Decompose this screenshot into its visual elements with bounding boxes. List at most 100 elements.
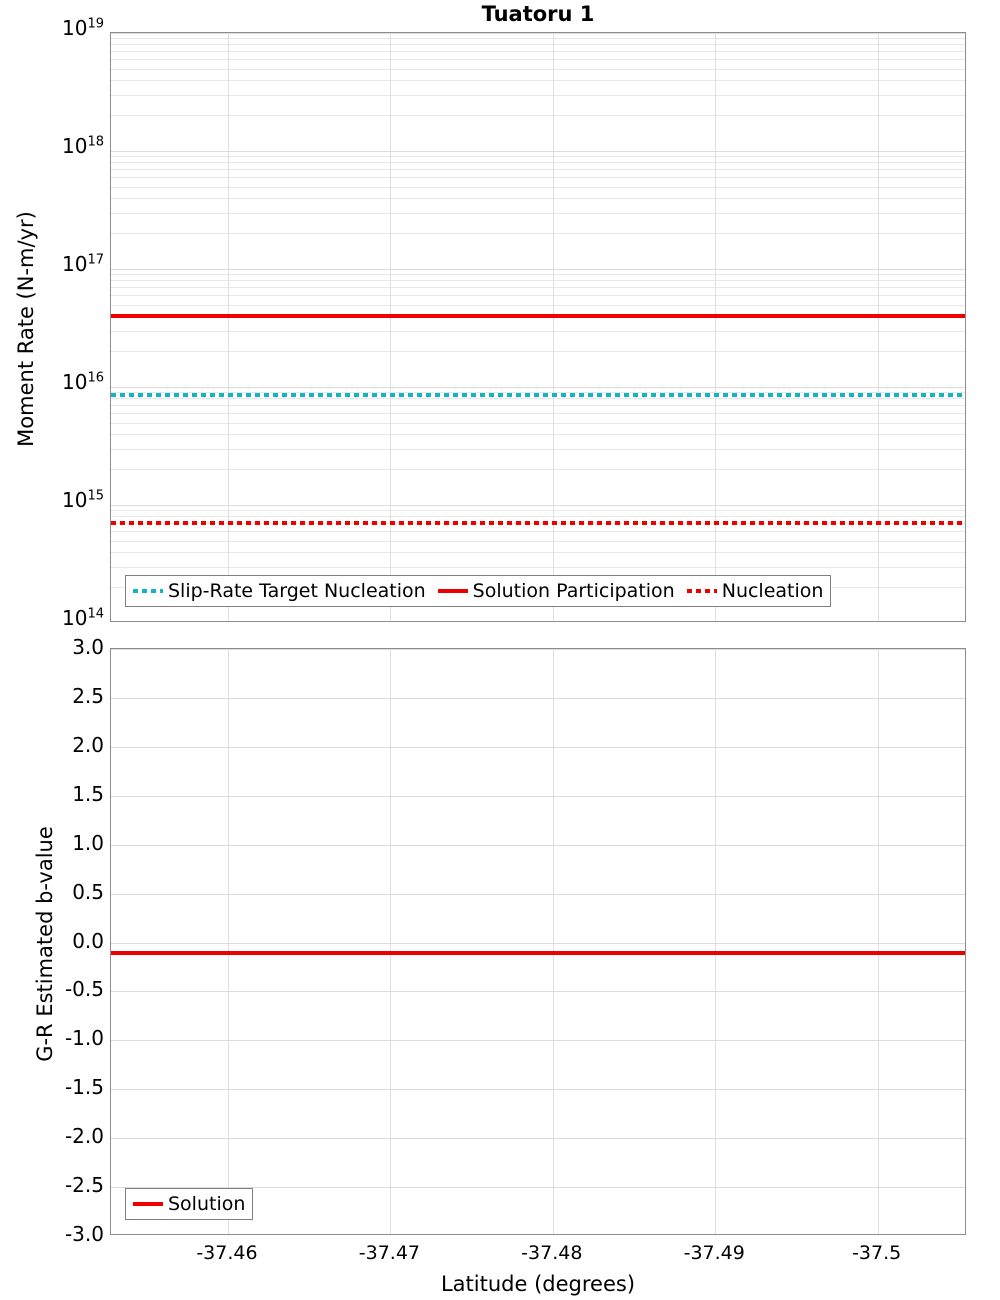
gridline-horizontal [111,79,965,81]
gridline-horizontal [111,115,965,117]
gridline-vertical [390,649,392,1234]
gridline-vertical [552,33,554,621]
b-value-series-layer [111,649,965,1234]
gridline-horizontal [111,398,965,400]
xtick-label: -37.5 [852,1242,902,1264]
gridline-horizontal [111,197,965,199]
ytick-label: 2.0 [72,732,104,757]
moment-rate-ytick-labels: 1014 1015 1016 1017 1018 1019 [0,17,104,628]
gridline-horizontal [111,746,965,748]
legend-swatch-dotted-line-icon [686,589,717,593]
gridline-horizontal [111,697,965,699]
gridline-horizontal [111,269,965,270]
gridline-horizontal [111,795,965,797]
gridline-vertical [715,33,717,621]
gridline-vertical [227,33,229,621]
ytick-label: 1017 [62,252,104,276]
gridline-vertical [552,649,554,1234]
ytick-label: -3.0 [64,1222,104,1246]
gridline-horizontal [111,38,965,40]
ytick-label: 1018 [62,134,104,158]
legend-label: Solution Participation [472,580,675,602]
legend-swatch-solid-line-icon [133,1202,163,1206]
legend-label: Nucleation [721,580,824,602]
ytick-label: -1.5 [64,1075,104,1100]
gridline-horizontal [111,233,965,235]
gridline-horizontal [111,433,965,435]
ytick-label: 3.0 [72,635,104,659]
gridline-horizontal [111,422,965,424]
ytick-label: 1.5 [72,781,104,806]
gridline-horizontal [111,893,965,895]
b-value-ytick-labels: 3.0 2.5 2.0 1.5 1.0 0.5 0.0 -0.5 -1.0 -1.5 -2.0 -2.… [0,637,104,1244]
gridline-vertical [390,33,392,621]
gridline-horizontal [111,991,965,993]
ytick-label: 1014 [62,606,104,630]
ytick-label: 1015 [62,488,104,512]
ytick-label: 1019 [62,16,104,40]
xtick-label: -37.48 [521,1242,583,1264]
figure-title: Tuatoru 1 [481,2,595,26]
moment-rate-axis-label: Moment Rate (N-m/yr) [14,211,38,447]
xtick-label: -37.49 [683,1242,745,1264]
series-line-solution-participation [111,313,965,318]
gridline-horizontal [111,177,965,179]
gridline-vertical [715,649,717,1234]
gridline-horizontal [111,1138,965,1140]
legend-entry[interactable]: Solution [133,1193,245,1215]
gridline-horizontal [111,162,965,164]
b-value-plot-area [110,648,966,1235]
gridline-horizontal [111,212,965,214]
gridline-horizontal [111,151,965,152]
gridline-horizontal [111,566,965,568]
ytick-label: 0.5 [72,879,104,904]
moment-rate-plot-area [110,32,966,622]
b-value-gridlines [111,649,965,1234]
ytick-label: 1.0 [72,830,104,855]
ytick-label: 1016 [62,370,104,394]
legend-entry[interactable]: Solution Participation [437,580,687,602]
ytick-label: 2.5 [72,683,104,708]
gridline-horizontal [111,295,965,297]
gridline-horizontal [111,351,965,353]
gridline-horizontal [111,942,965,944]
ytick-label: -2.5 [64,1173,104,1198]
ytick-label: 0.0 [72,928,104,953]
ytick-label: -1.0 [64,1026,104,1051]
gridline-horizontal [111,1089,965,1091]
gridline-horizontal [111,59,965,61]
gridline-horizontal [111,33,965,34]
latitude-axis-label: Latitude (degrees) [440,1272,636,1296]
legend-entry[interactable]: Nucleation [686,580,824,602]
b-value-legend: Solution [125,1188,254,1220]
gridline-horizontal [111,551,965,553]
gridline-horizontal [111,156,965,158]
gridline-horizontal [111,510,965,512]
series-line-solution [111,951,965,956]
gridline-horizontal [111,844,965,846]
series-line-nucleation [111,521,965,526]
legend-entry[interactable]: Slip-Rate Target Nucleation [133,580,438,602]
legend-swatch-dotted-line-icon [133,589,163,593]
gridline-horizontal [111,505,965,506]
gridline-horizontal [111,469,965,471]
gridline-horizontal [111,448,965,450]
gridline-horizontal [111,1187,965,1189]
gridline-horizontal [111,649,965,650]
gridline-horizontal [111,169,965,171]
xtick-label: -37.46 [196,1242,258,1264]
ytick-label: -0.5 [64,977,104,1002]
legend-label: Slip-Rate Target Nucleation [168,580,426,602]
gridline-horizontal [111,287,965,289]
gridline-horizontal [111,280,965,282]
b-value-axis-label: G-R Estimated b-value [33,826,57,1062]
series-line-slip-rate-target-nucleation [111,392,965,397]
gridline-horizontal [111,540,965,542]
moment-rate-series-layer [111,33,965,621]
gridline-horizontal [111,68,965,70]
gridline-horizontal [111,186,965,188]
gridline-horizontal [111,94,965,96]
legend-label: Solution [168,1193,246,1215]
gridline-horizontal [111,44,965,46]
